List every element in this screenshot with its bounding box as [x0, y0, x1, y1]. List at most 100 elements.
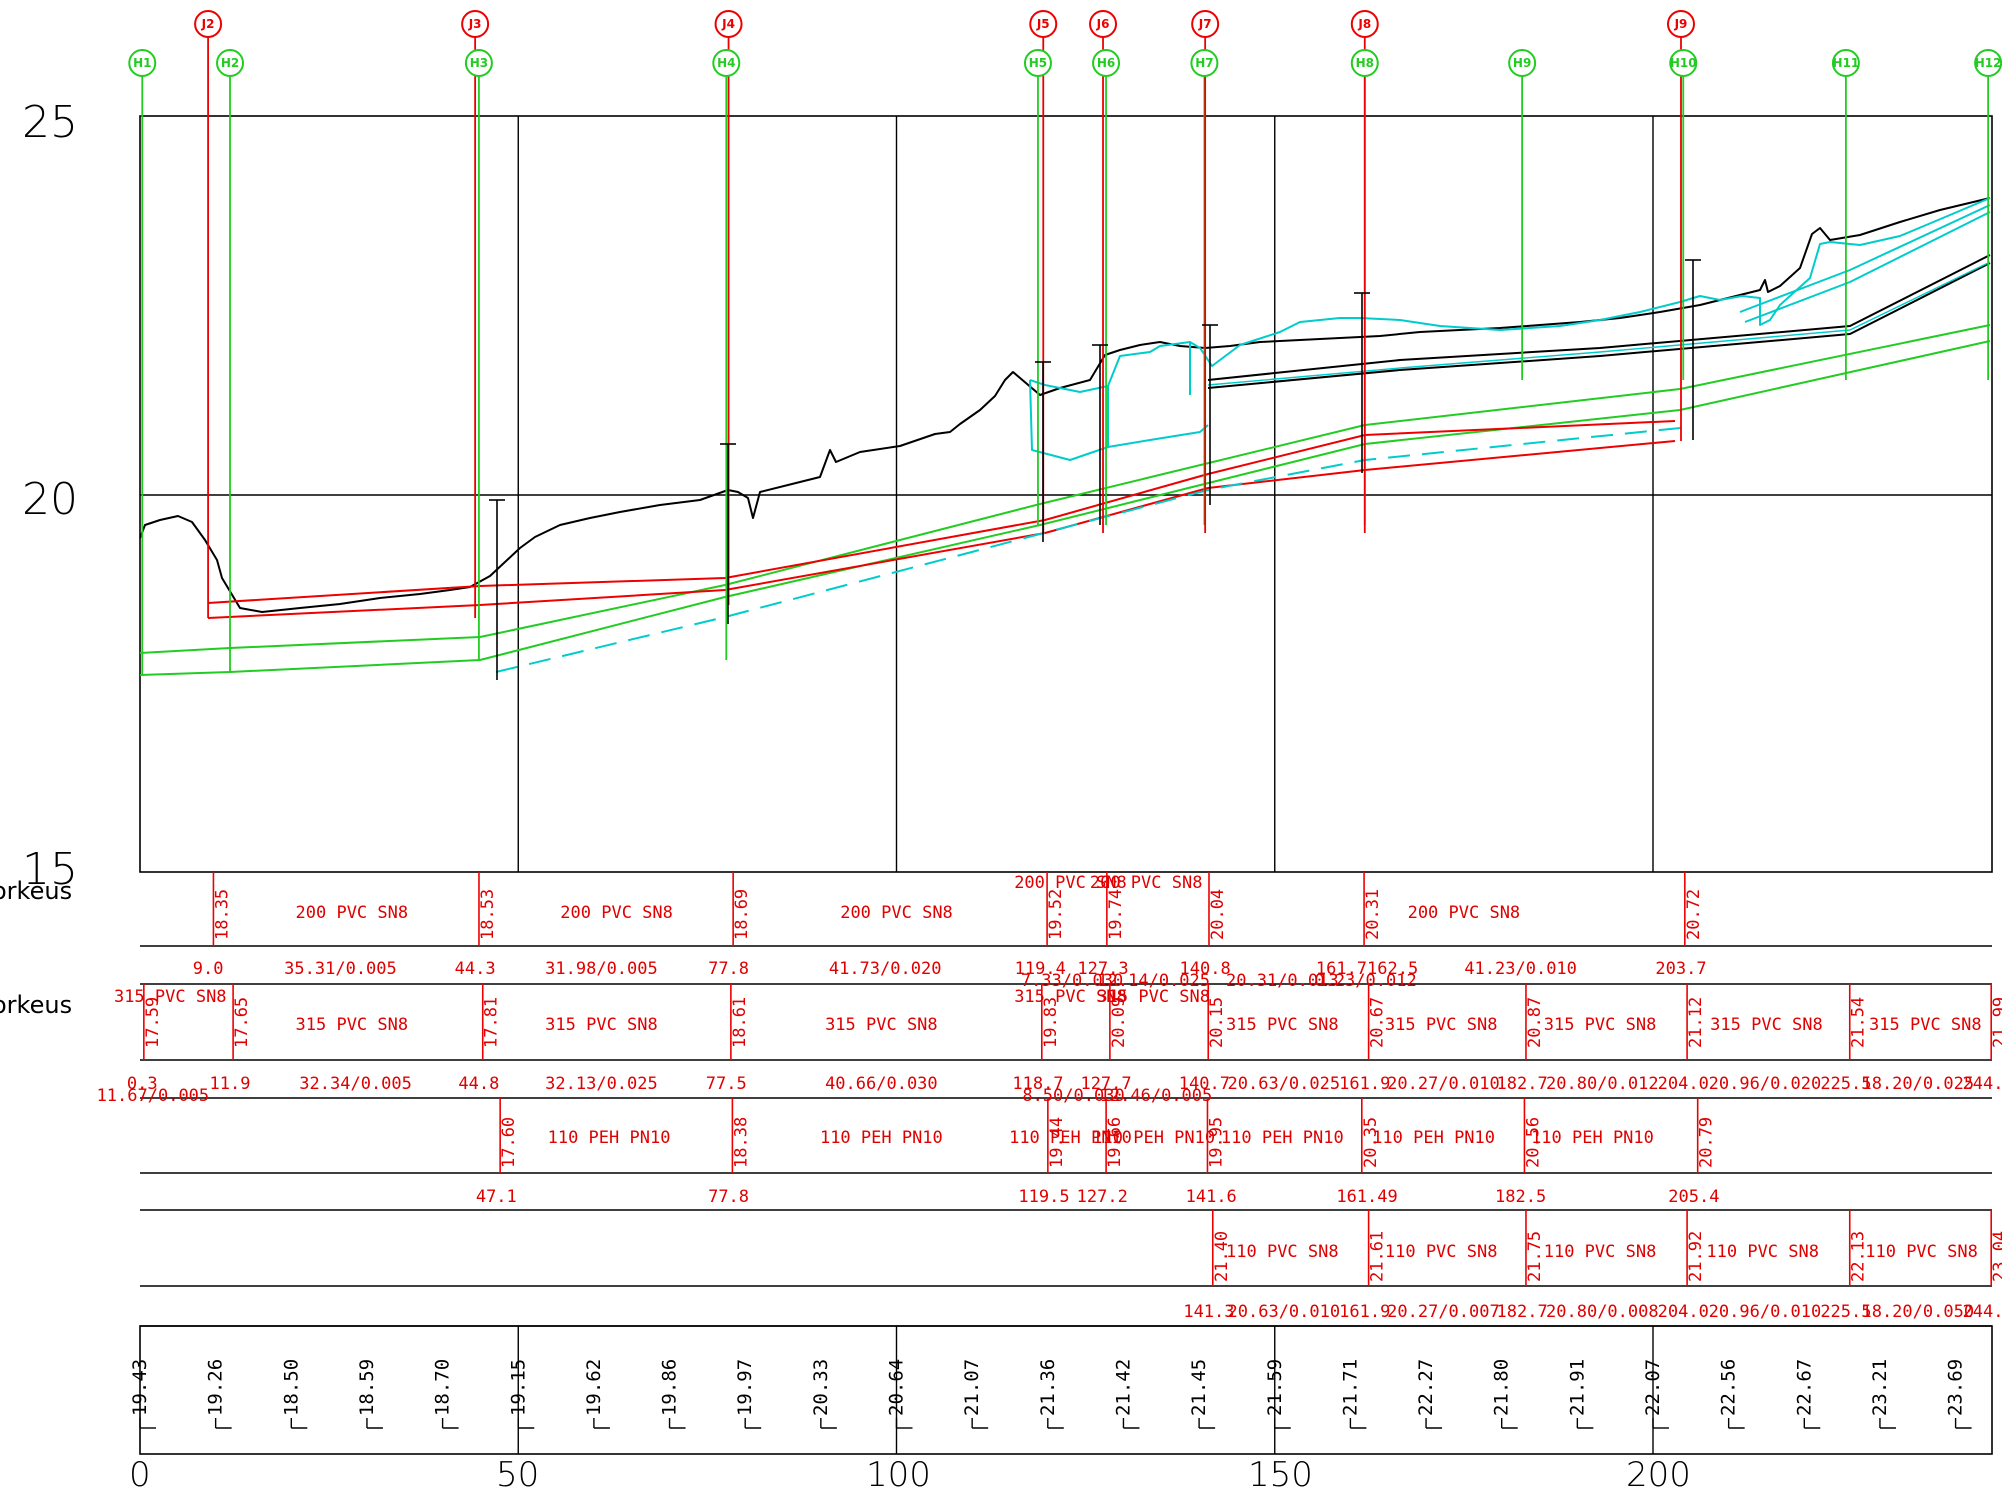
green-well-tag-label: H10 — [1670, 56, 1697, 70]
band3-pipe-label: 110 PEH PN10 — [1372, 1128, 1495, 1148]
band4-station-label: 204.0 — [1658, 1302, 1709, 1322]
band2-pipe-label: 315 PVC SN8 — [1385, 1015, 1498, 1035]
x-tick-150: 150 — [1248, 1455, 1313, 1493]
cyan-right-pipe — [1744, 211, 1991, 323]
profile-elevation-label: 21.59 — [1264, 1359, 1286, 1416]
band2-station-label: 140.7 — [1179, 1074, 1230, 1094]
band4-segment-label: 20.96/0.010 — [1709, 1302, 1822, 1322]
band2-invert-label: 17.81 — [482, 997, 502, 1048]
band3-station-label: 182.5 — [1495, 1187, 1546, 1207]
band4-station-label: 244.3 — [1963, 1302, 2002, 1322]
band4-invert-label: 21.92 — [1686, 1231, 1706, 1282]
band2-pipe-label: 315 PVC SN8 — [1710, 1015, 1823, 1035]
band2-invert-label: 21.54 — [1849, 997, 1869, 1048]
band-label-1: orkeus — [0, 877, 72, 905]
band3-pipe-label: 110 PEH PN10 — [1221, 1128, 1344, 1148]
band2-invert-label: 21.99 — [1990, 997, 2002, 1048]
green-well-tag-label: H2 — [221, 56, 239, 70]
band2-station-label: 127.7 — [1080, 1074, 1131, 1094]
profile-elevation-label: 22.67 — [1793, 1359, 1815, 1416]
profile-elevation-label: 21.42 — [1112, 1359, 1134, 1416]
band3-invert-label: 20.79 — [1697, 1117, 1717, 1168]
red-well-tag — [1029, 10, 1058, 38]
band-label-2: orkeus — [0, 991, 72, 1019]
band4-station-label: 182.7 — [1497, 1302, 1548, 1322]
green-pipe-lower — [139, 340, 1991, 676]
band3-pipe-label: 110 PEH PN10 — [1531, 1128, 1654, 1148]
top-pipe-lower — [1207, 262, 1991, 389]
band1-segment-label: 41.23/0.010 — [1464, 959, 1577, 979]
x-tick-200: 200 — [1626, 1455, 1691, 1493]
band1-invert-label: 19.52 — [1046, 889, 1066, 940]
green-well-tag-label: H5 — [1029, 56, 1047, 70]
band4-pipe-label: 110 PVC SN8 — [1706, 1242, 1819, 1262]
band4-invert-label: 21.61 — [1368, 1231, 1388, 1282]
band1-invert-label: 19.74 — [1106, 889, 1126, 940]
band1-invert-label: 20.72 — [1684, 889, 1704, 940]
profile-elevation-label: 23.21 — [1869, 1359, 1891, 1416]
profile-elevation-label: 19.86 — [659, 1359, 681, 1416]
band1-station-label: 140.8 — [1180, 959, 1231, 979]
band1-invert-label: 18.53 — [478, 889, 498, 940]
band1-pipe-label: 200 PVC SN8 — [1408, 903, 1521, 923]
plot-frame — [139, 115, 1993, 873]
profile-elevation-label: 18.59 — [356, 1359, 378, 1416]
red-well-tag — [461, 10, 490, 38]
band1-segment-label: 12.14/0.025 — [1097, 971, 1210, 991]
band2-invert-label: 20.67 — [1368, 997, 1388, 1048]
band4-segment-label: 20.63/0.010 — [1228, 1302, 1341, 1322]
band4-station-label: 141.3 — [1183, 1302, 1234, 1322]
profile-elevation-label: 21.91 — [1566, 1359, 1588, 1416]
band2-station-label: 244.3 — [1963, 1074, 2002, 1094]
green-well-tag-label: H12 — [1975, 56, 2002, 70]
band1-pipe-label: 200 PVC SN8 — [840, 903, 953, 923]
profile-elevation-label: 23.69 — [1945, 1359, 1967, 1416]
red-well-tag-label: J7 — [1198, 17, 1212, 31]
green-well-tag-label: H1 — [133, 56, 151, 70]
band4-station-label: 161.9 — [1339, 1302, 1390, 1322]
band2-segment-label: 20.27/0.010 — [1387, 1074, 1500, 1094]
band2-pipe-label: 315 PVC SN8 — [1544, 1015, 1657, 1035]
profile-elevation-label: 21.45 — [1188, 1359, 1210, 1416]
band2-station-label: 161.9 — [1339, 1074, 1390, 1094]
band3-invert-label: 19.66 — [1105, 1117, 1125, 1168]
band1-segment-label: 31.98/0.005 — [545, 959, 658, 979]
cyan-right-pipe — [1739, 204, 1991, 313]
band2-station-label: 225.5 — [1820, 1074, 1871, 1094]
band1-station-label: 44.3 — [455, 959, 496, 979]
band1-invert-label: 20.04 — [1208, 889, 1228, 940]
green-well-tag-label: H6 — [1097, 56, 1115, 70]
y-tick-20: 20 — [22, 474, 78, 525]
band1-station-label: 119.4 — [1015, 959, 1066, 979]
profile-elevation-label: 22.56 — [1718, 1359, 1740, 1416]
cyan-lower-pipe — [1029, 379, 1209, 461]
band3-station-label: 47.1 — [476, 1187, 517, 1207]
band1-station-label: 77.8 — [708, 959, 749, 979]
red-well-tag — [1089, 10, 1118, 38]
profile-elevation-label: 19.97 — [734, 1359, 756, 1416]
band2-pipe-label: 315 PVC SN8 — [1226, 1015, 1339, 1035]
band3-invert-label: 19.44 — [1047, 1117, 1067, 1168]
green-well-tag — [464, 49, 493, 77]
band1-segment-label: 35.31/0.005 — [284, 959, 397, 979]
band2-pipe-label: 315 PVC SN8 — [114, 987, 227, 1007]
band1-pipe-label: 200 PVC SN8 — [1014, 873, 1127, 893]
red-pipe-upper — [207, 420, 1676, 604]
band2-pipe-label: 315 PVC SN8 — [296, 1015, 409, 1035]
band2-pipe-label: 315 PVC SN8 — [825, 1015, 938, 1035]
top-pipe-upper — [1207, 254, 1991, 381]
band3-pipe-label: 110 PEH PN10 — [820, 1128, 943, 1148]
profile-elevation-label: 18.50 — [280, 1359, 302, 1416]
band3-invert-label: 19.95 — [1206, 1117, 1226, 1168]
x-tick-0: 0 — [129, 1455, 151, 1493]
green-well-tag — [1508, 49, 1537, 77]
red-well-tag-label: J3 — [468, 17, 482, 31]
band2-segment-label: 40.66/0.030 — [825, 1074, 938, 1094]
band4-pipe-label: 110 PVC SN8 — [1865, 1242, 1978, 1262]
band3-station-label: 141.6 — [1186, 1187, 1237, 1207]
band2-segment-label: 11.67/0.005 — [97, 1086, 210, 1106]
red-well-tag-label: J9 — [1674, 17, 1688, 31]
band2-segment-label: 20.63/0.025 — [1228, 1074, 1341, 1094]
profile-elevation-label: 21.80 — [1491, 1359, 1513, 1416]
